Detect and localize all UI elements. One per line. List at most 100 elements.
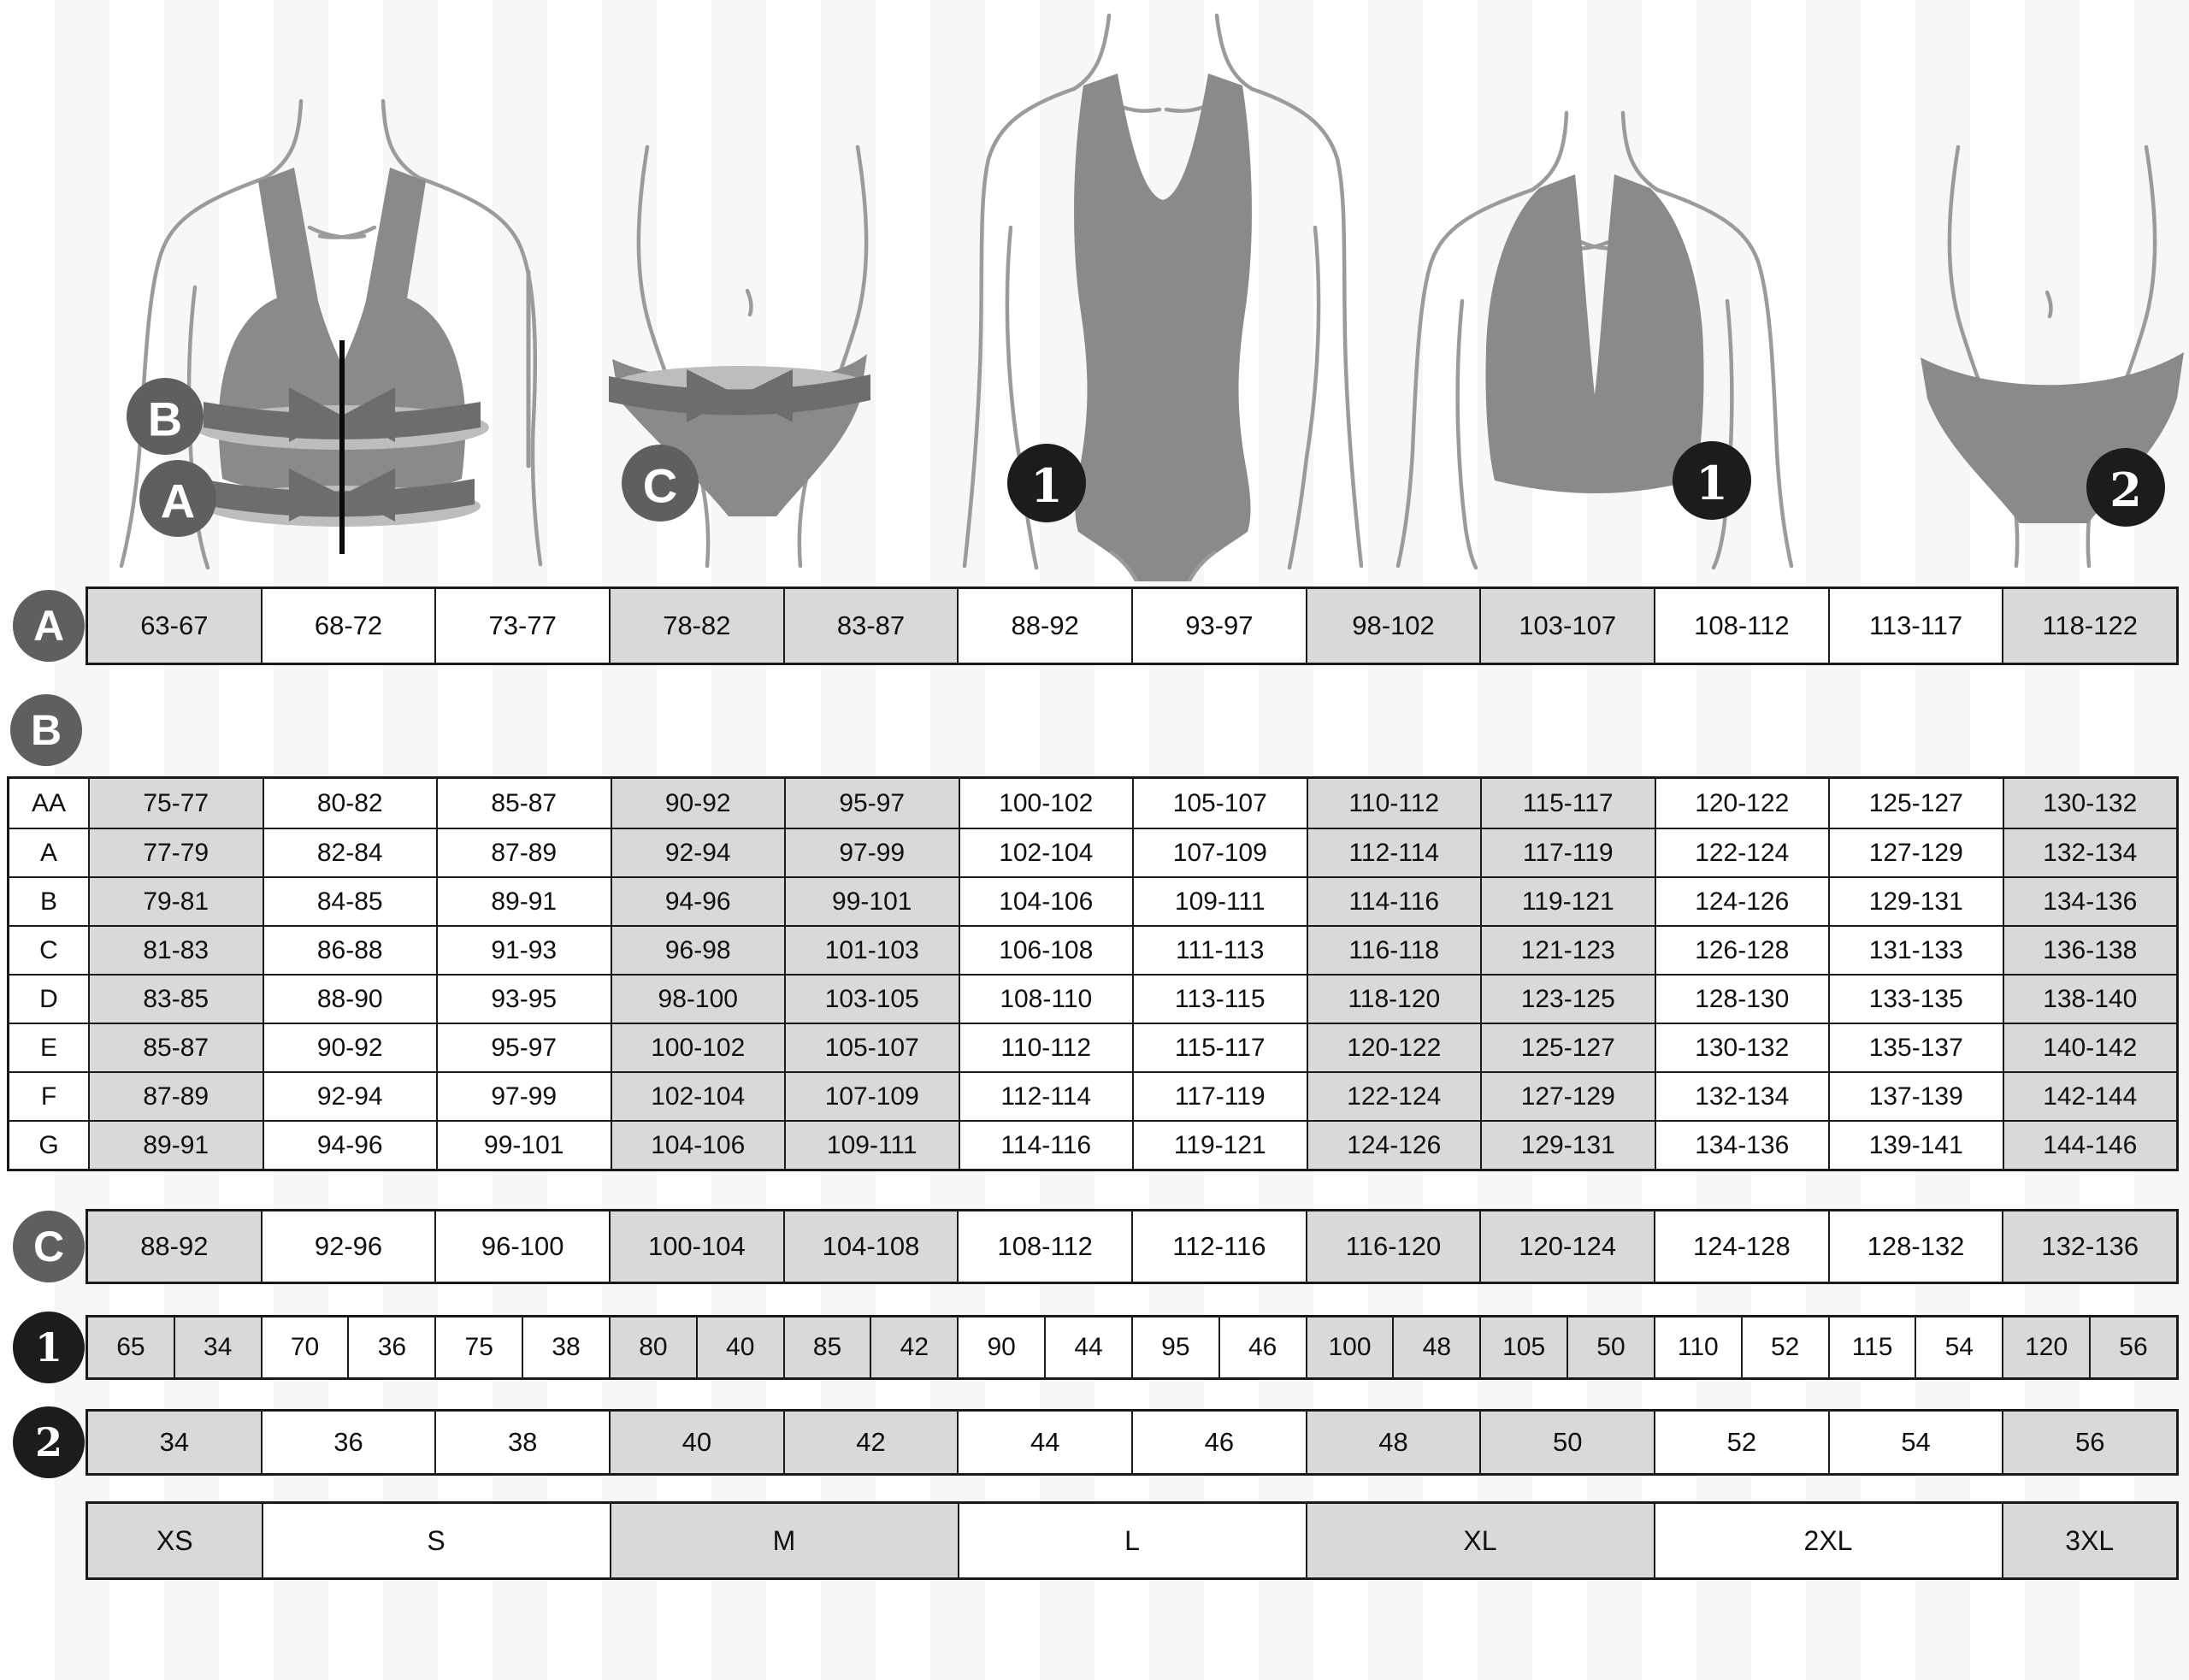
value-cell: 115-117 <box>1480 779 1655 828</box>
value-cell: 75-77 <box>88 779 263 828</box>
value-cell: 111-113 <box>1132 927 1307 974</box>
value-cell: 142-144 <box>2002 1073 2176 1120</box>
letter-size-values: XS S M L XL 2XL 3XL <box>88 1504 2176 1577</box>
value-cell: 118-122 <box>2002 589 2177 663</box>
hips-row: C 88-92 92-96 96-100 100-104 104-108 108-112 1… <box>13 1209 2179 1284</box>
letter-size-row: XS S M L XL 2XL 3XL <box>86 1501 2179 1580</box>
value-cell: 109-111 <box>784 1122 959 1169</box>
value-cell: 139-141 <box>1828 1122 2003 1169</box>
value-cell: 134-136 <box>2002 878 2176 925</box>
value-cell: 99-101 <box>784 878 959 925</box>
numeric-size-row: 2 34 36 38 40 42 44 46 48 50 52 54 56 <box>13 1406 2179 1478</box>
value-cell: 104-106 <box>958 878 1132 925</box>
value-cell: 52 <box>1740 1317 1828 1377</box>
value-cell: 65 <box>88 1317 174 1377</box>
value-cell: 96-98 <box>610 927 784 974</box>
value-cell: 93-95 <box>436 976 611 1023</box>
value-cell: 120-122 <box>1306 1024 1480 1071</box>
value-cell: 133-135 <box>1828 976 2003 1023</box>
value-cell: 85 <box>782 1317 870 1377</box>
value-cell: 36 <box>347 1317 435 1377</box>
value-cell: 85-87 <box>436 779 611 828</box>
value-cell: 103-107 <box>1479 589 1655 663</box>
value-cell: 132-134 <box>1654 1073 1828 1120</box>
value-cell: 93-97 <box>1131 589 1306 663</box>
cup-row: G 89-91 94-96 99-101 104-106 109-111 114-116 11… <box>9 1120 2176 1169</box>
value-cell: 54 <box>1915 1317 2003 1377</box>
value-cell: 109-111 <box>1132 878 1307 925</box>
row-c-badge: C <box>13 1211 85 1282</box>
value-cell: 117-119 <box>1132 1073 1307 1120</box>
badge-c-label: C <box>643 459 677 513</box>
value-cell: 42 <box>782 1412 958 1473</box>
bra-measure-figure: B A <box>119 98 543 570</box>
value-cell: M <box>609 1504 958 1577</box>
value-cell: 105 <box>1479 1317 1567 1377</box>
value-cell: 92-94 <box>262 1073 436 1120</box>
value-cell: L <box>957 1504 1306 1577</box>
value-cell: 101-103 <box>784 927 959 974</box>
badge-2-label: 2 <box>2109 463 2142 517</box>
value-cell: 129-131 <box>1828 878 2003 925</box>
value-cell: 3XL <box>2001 1504 2176 1577</box>
value-cell: 78-82 <box>609 589 783 663</box>
value-cell: 104-108 <box>782 1211 958 1282</box>
value-cell: 100-102 <box>610 1024 784 1071</box>
cup-label: A <box>9 829 88 876</box>
bra-strap-right <box>366 168 426 315</box>
value-cell: 132-136 <box>2002 1211 2177 1282</box>
value-cell: 88-92 <box>88 1211 261 1282</box>
value-cell: 108-110 <box>958 976 1132 1023</box>
value-cell: 122-124 <box>1654 829 1828 876</box>
value-cell: 38 <box>434 1412 610 1473</box>
value-cell: 87-89 <box>436 829 611 876</box>
value-cell: 125-127 <box>1828 779 2003 828</box>
value-cell: 44 <box>1044 1317 1131 1377</box>
value-cell: 120-122 <box>1654 779 1828 828</box>
cup-row: C 81-83 86-88 91-93 96-98 101-103 106-108 111-1… <box>9 925 2176 974</box>
cup-row: AA 75-77 80-82 85-87 90-92 95-97 100-102 105-10… <box>9 779 2176 828</box>
value-cell: 92-96 <box>260 1211 435 1282</box>
value-cell: 108-112 <box>1654 589 1828 663</box>
value-cell: 103-105 <box>784 976 959 1023</box>
value-cell: 84-85 <box>262 878 436 925</box>
value-cell: 105-107 <box>1132 779 1307 828</box>
value-cell: 119-121 <box>1480 878 1655 925</box>
figures-illustration: B A C <box>119 13 2184 581</box>
value-cell: 96-100 <box>434 1211 610 1282</box>
value-cell: 83-87 <box>782 589 958 663</box>
value-cell: 122-124 <box>1306 1073 1480 1120</box>
value-cell: 48 <box>1392 1317 1480 1377</box>
value-cell: 91-93 <box>436 927 611 974</box>
value-cell: XL <box>1305 1504 1654 1577</box>
cup-label: C <box>9 927 88 974</box>
value-cell: 100-104 <box>609 1211 783 1282</box>
value-cell: 98-100 <box>610 976 784 1023</box>
cup-row: D 83-85 88-90 93-95 98-100 103-105 108-110 113-… <box>9 974 2176 1023</box>
value-cell: 46 <box>1131 1412 1306 1473</box>
value-cell: 52 <box>1654 1412 1828 1473</box>
value-cell: 34 <box>173 1317 261 1377</box>
value-cell: 132-134 <box>2002 829 2176 876</box>
value-cell: 90 <box>957 1317 1045 1377</box>
value-cell: 110-112 <box>958 1024 1132 1071</box>
value-cell: 81-83 <box>88 927 263 974</box>
value-cell: 112-114 <box>1306 829 1480 876</box>
value-cell: 130-132 <box>1654 1024 1828 1071</box>
value-cell: 94-96 <box>262 1122 436 1169</box>
value-cell: 117-119 <box>1480 829 1655 876</box>
value-cell: 73-77 <box>434 589 610 663</box>
value-cell: 129-131 <box>1480 1122 1655 1169</box>
badge-c-circle <box>622 445 699 522</box>
value-cell: 104-106 <box>610 1122 784 1169</box>
value-cell: 34 <box>88 1412 261 1473</box>
value-cell: 95-97 <box>436 1024 611 1071</box>
value-cell: 85-87 <box>88 1024 263 1071</box>
value-cell: 97-99 <box>436 1073 611 1120</box>
value-cell: 102-104 <box>610 1073 784 1120</box>
panty-figure: 2 <box>1921 144 2184 569</box>
value-cell: 100-102 <box>958 779 1132 828</box>
value-cell: 120 <box>2002 1317 2090 1377</box>
cup-label: D <box>9 976 88 1023</box>
value-cell: 131-133 <box>1828 927 2003 974</box>
